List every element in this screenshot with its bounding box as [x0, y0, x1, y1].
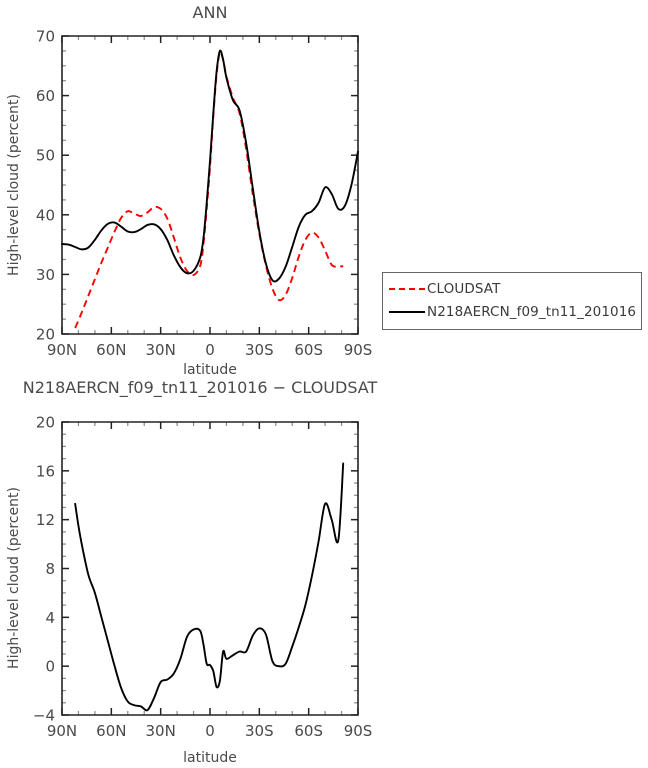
- top-chart-xlabel: latitude: [183, 362, 237, 378]
- y-tick-label: −4: [33, 707, 55, 725]
- x-tick-label: 30S: [245, 722, 274, 740]
- chart-panel-bottom: N218AERCN_f09_tn11_201016 − CLOUDSAT Hig…: [0, 375, 400, 768]
- chart-panel-top: ANN High-level cloud (percent) latitude …: [0, 0, 400, 380]
- x-tick-label: 60N: [96, 341, 126, 359]
- legend-item-cloudsat: CLOUDSAT: [389, 278, 500, 300]
- top-chart-title: ANN: [193, 3, 228, 22]
- x-tick-label: 60S: [294, 341, 323, 359]
- top-chart-series-group: [61, 49, 359, 329]
- legend-item-model: N218AERCN_f09_tn11_201016: [389, 301, 636, 323]
- y-tick-label: 40: [36, 206, 55, 224]
- y-tick-label: 0: [45, 658, 55, 676]
- x-tick-label: 60N: [96, 722, 126, 740]
- y-tick-label: 30: [36, 266, 55, 284]
- bottom-chart-title: N218AERCN_f09_tn11_201016 − CLOUDSAT: [23, 378, 378, 398]
- series-line-0: [74, 462, 345, 712]
- y-tick-label: 20: [36, 326, 55, 344]
- x-tick-label: 0: [205, 722, 215, 740]
- axis-frame: [61, 421, 359, 716]
- top-chart-svg: ANN High-level cloud (percent) latitude …: [6, 3, 373, 378]
- y-tick-label: 60: [36, 87, 55, 105]
- series-line-0: [74, 51, 344, 329]
- chart-legend: CLOUDSAT N218AERCN_f09_tn11_201016: [382, 272, 642, 330]
- y-tick-label: 12: [36, 511, 55, 529]
- axis-frame: [61, 35, 359, 335]
- y-tick-label: 4: [45, 609, 55, 627]
- top-chart-ylabel: High-level cloud (percent): [6, 94, 22, 276]
- top-chart-frame: [61, 35, 359, 335]
- x-tick-label: 60S: [294, 722, 323, 740]
- x-tick-label: 30N: [146, 341, 176, 359]
- bottom-chart-ticks: 90N 60N 30N 0 30S 60S 90S −4 0 4 8 12 16 20: [33, 414, 372, 741]
- bottom-chart-series-group: [74, 462, 345, 712]
- bottom-chart-ylabel: High-level cloud (percent): [6, 487, 22, 669]
- bottom-chart-svg: N218AERCN_f09_tn11_201016 − CLOUDSAT Hig…: [6, 378, 378, 766]
- legend-label-0: CLOUDSAT: [427, 281, 501, 297]
- x-tick-label: 90N: [47, 341, 77, 359]
- y-tick-label: 8: [45, 560, 55, 578]
- bottom-chart-frame: [61, 421, 359, 716]
- y-tick-label: 50: [36, 147, 55, 165]
- legend-line-solid-icon: [389, 311, 425, 313]
- x-tick-label: 30N: [146, 722, 176, 740]
- y-tick-label: 16: [36, 462, 55, 480]
- legend-line-dashed-icon: [389, 288, 425, 290]
- x-tick-label: 90N: [47, 722, 77, 740]
- x-tick-label: 0: [205, 341, 215, 359]
- y-tick-label: 20: [36, 414, 55, 432]
- x-tick-label: 30S: [245, 341, 274, 359]
- series-line-1: [61, 49, 359, 283]
- legend-label-1: N218AERCN_f09_tn11_201016: [427, 304, 637, 320]
- bottom-chart-xlabel: latitude: [183, 750, 237, 766]
- y-tick-label: 70: [36, 28, 55, 46]
- x-tick-label: 90S: [344, 341, 373, 359]
- x-tick-label: 90S: [344, 722, 373, 740]
